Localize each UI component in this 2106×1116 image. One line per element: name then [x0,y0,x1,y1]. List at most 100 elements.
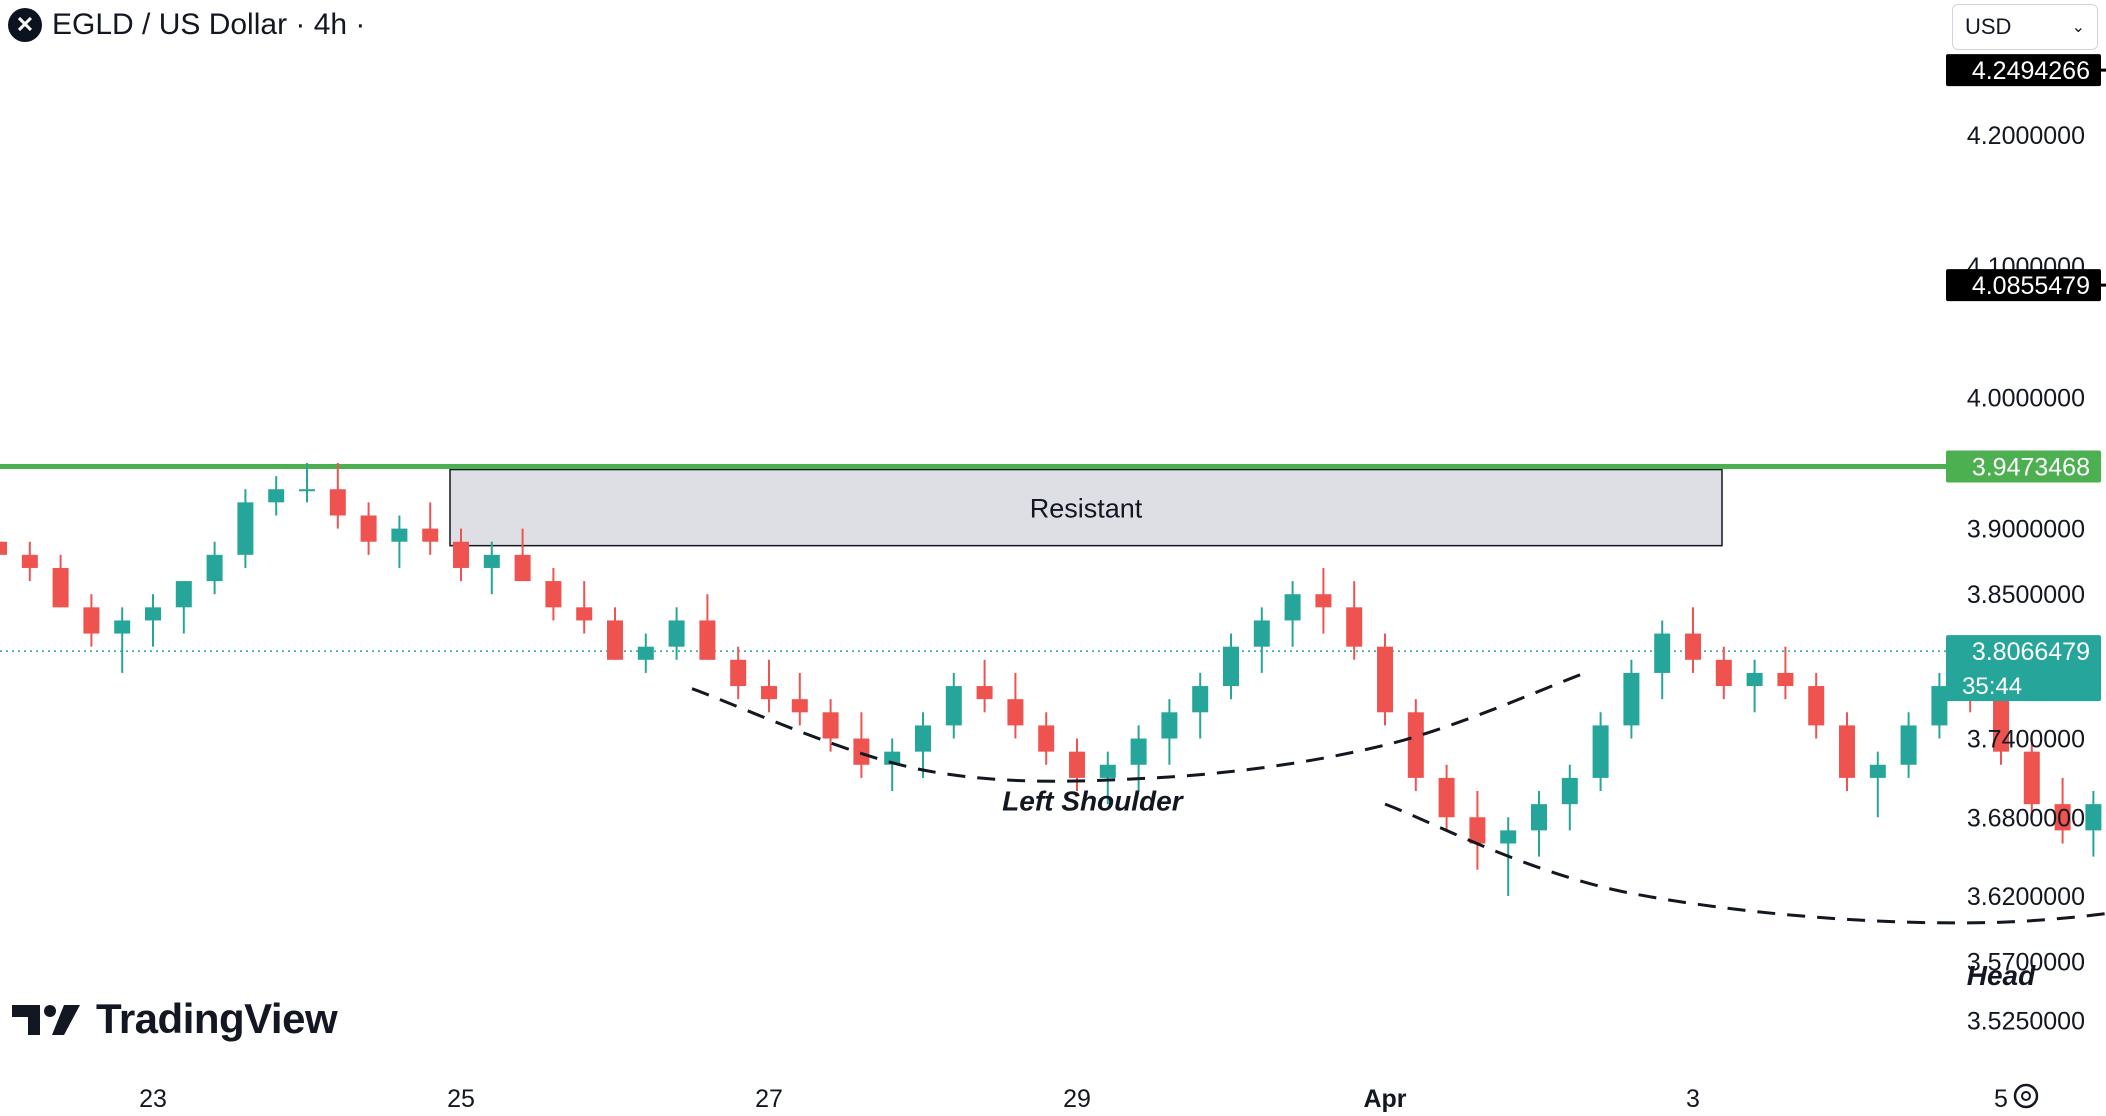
currency-select[interactable]: USD ⌄ [1952,4,2098,50]
candle-body [1100,765,1116,778]
candle-body [1254,620,1270,646]
candle-body [1623,673,1639,725]
candle[interactable] [1038,712,1054,764]
candle[interactable] [176,581,192,633]
candle[interactable] [1377,634,1393,726]
candle[interactable] [1223,634,1239,700]
candle-body [53,568,69,607]
candle-body [1469,817,1485,843]
candle[interactable] [946,673,962,739]
candle[interactable] [1747,660,1763,712]
candle[interactable] [1192,673,1208,739]
candle[interactable] [1716,647,1732,699]
candle[interactable] [1777,647,1793,699]
candle[interactable] [22,542,38,581]
candle-body [1315,594,1331,607]
tradingview-brand[interactable]: TradingView [12,995,337,1043]
candle[interactable] [0,515,7,567]
candle-body [1192,686,1208,712]
time-tick-label: 3 [1686,1085,1700,1113]
price-label[interactable]: 3.8066479 35:44 [1946,635,2101,701]
candle[interactable] [1839,712,1855,791]
candle-body [699,620,715,659]
time-tick-label: 29 [1063,1085,1091,1113]
candle[interactable] [576,581,592,633]
gear-icon[interactable] [2015,1085,2037,1107]
candle[interactable] [730,647,746,699]
candle[interactable] [484,542,500,594]
candle[interactable] [1562,765,1578,831]
candle[interactable] [915,712,931,778]
candle[interactable] [1408,699,1424,791]
candle-body [361,515,377,541]
candle[interactable] [361,502,377,554]
candle-body [1593,725,1609,777]
candle[interactable] [1315,568,1331,634]
candle[interactable] [391,515,407,567]
candle-body [792,699,808,712]
candle-body [484,555,500,568]
candle[interactable] [761,660,777,712]
candle-body [1747,673,1763,686]
candle[interactable] [1623,660,1639,739]
candle[interactable] [53,555,69,607]
candle[interactable] [1593,712,1609,791]
candle-body [1777,673,1793,686]
price-label[interactable]: 4.2494266 [1946,54,2101,86]
candle[interactable] [638,634,654,673]
candle[interactable] [1254,607,1270,673]
candle[interactable] [114,607,130,673]
price-tick-label: 3.6200000 [1967,883,2085,911]
candle-body [268,489,284,502]
candle[interactable] [1161,699,1177,765]
candle[interactable] [1531,791,1547,857]
candle[interactable] [1685,607,1701,673]
candle[interactable] [1931,673,1947,739]
candle-body [330,489,346,515]
candle[interactable] [977,660,993,712]
candle[interactable] [1469,791,1485,870]
candle[interactable] [1285,581,1301,647]
candle[interactable] [853,712,869,778]
candle[interactable] [1131,725,1147,791]
candle[interactable] [1870,752,1886,818]
candle[interactable] [1007,673,1023,739]
candle[interactable] [792,673,808,725]
candle[interactable] [1654,620,1670,699]
candle[interactable] [669,607,685,659]
candle-body [237,502,253,554]
price-label-text: 4.0855479 [1972,272,2090,300]
candle-body [1839,725,1855,777]
candle-body [1531,804,1547,830]
time-tick-label: 25 [447,1085,475,1113]
candle[interactable] [699,594,715,660]
candle[interactable] [422,502,438,554]
candle[interactable] [145,594,161,646]
price-tick-label: 3.9000000 [1967,516,2085,544]
price-label[interactable]: 3.9473468 [1946,450,2101,482]
price-label[interactable]: 4.0855479 [1946,269,2101,301]
candle[interactable] [1901,712,1917,778]
candle-body [915,725,931,751]
candle[interactable] [330,463,346,529]
candle-body [83,607,99,633]
candle-body [114,620,130,633]
candle-body [0,542,7,555]
candle-body [638,647,654,660]
candle[interactable] [1439,765,1455,831]
candle-body [977,686,993,699]
candle[interactable] [207,542,223,594]
candle[interactable] [1346,581,1362,660]
candle[interactable] [83,594,99,646]
candle-body [207,555,223,581]
candle[interactable] [237,489,253,568]
candle-body [2024,752,2040,804]
candle[interactable] [1069,739,1085,791]
candle[interactable] [268,476,284,515]
candle[interactable] [2085,791,2101,857]
price-tick-label: 4.2000000 [1967,122,2085,150]
candle[interactable] [1808,673,1824,739]
candle[interactable] [545,568,561,620]
candle[interactable] [607,607,623,659]
